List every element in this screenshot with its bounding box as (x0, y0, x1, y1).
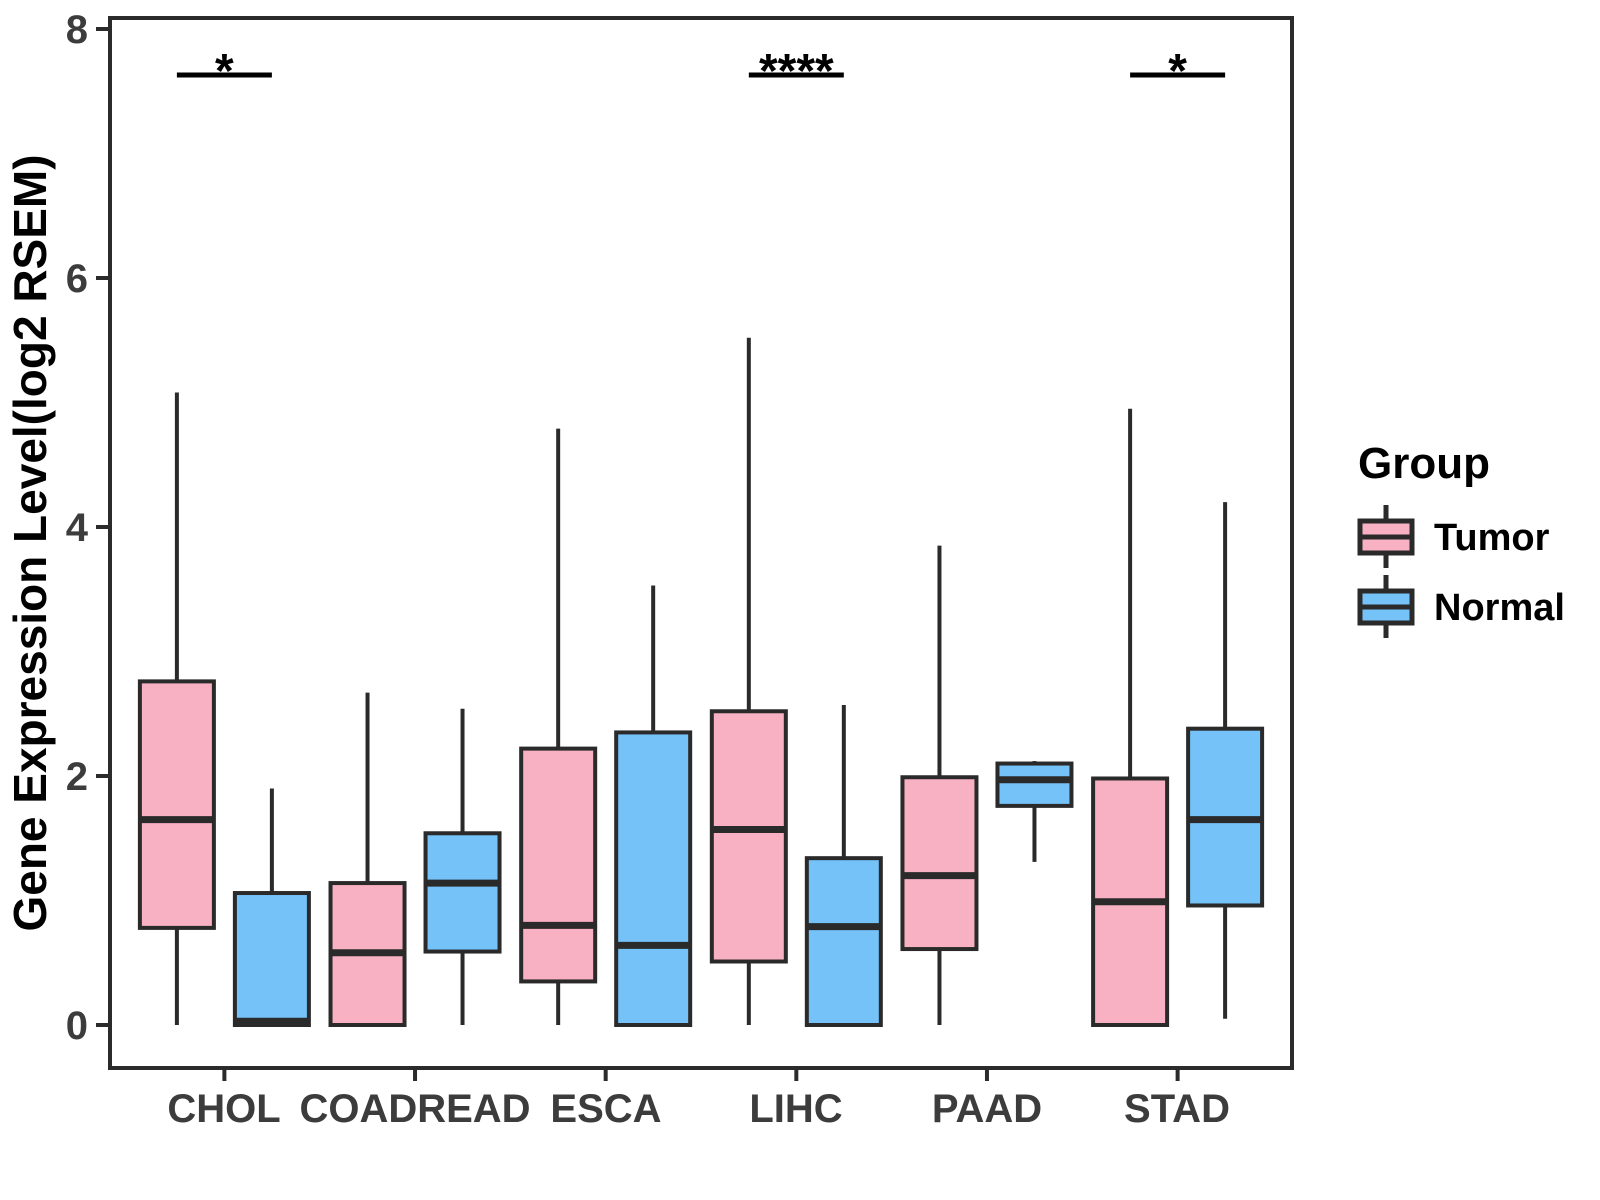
box-tumor-paad (900, 775, 979, 952)
y-tick-label-2: 2 (66, 755, 88, 799)
x-label-lihc: LIHC (749, 1087, 842, 1131)
box-tumor-lihc (709, 709, 788, 964)
x-label-esca: ESCA (550, 1087, 661, 1131)
box-normal-paad (995, 761, 1074, 808)
y-tick-label-0: 0 (66, 1004, 88, 1048)
box-tumor-chol (137, 679, 216, 930)
legend-key-tumor: Tumor (1357, 505, 1550, 568)
y-axis-title: Gene Expression Level(log2 RSEM) (4, 154, 56, 931)
y-tick-label-6: 6 (66, 257, 88, 301)
box-normal-esca (614, 730, 693, 1027)
x-label-chol: CHOL (167, 1087, 280, 1131)
significance-stars-chol: * (215, 45, 234, 98)
x-label-stad: STAD (1124, 1087, 1230, 1131)
legend-label-tumor: Tumor (1434, 517, 1550, 559)
y-tick-label-4: 4 (66, 506, 89, 550)
x-label-coadread: COADREAD (299, 1087, 530, 1131)
box-tumor-esca (519, 746, 598, 984)
legend-key-normal: Normal (1357, 575, 1565, 638)
significance-stars-stad: * (1168, 45, 1187, 98)
box-normal-lihc (804, 856, 883, 1027)
legend-title: Group (1358, 439, 1490, 488)
y-tick-label-8: 8 (66, 8, 88, 52)
box-normal-coadread (423, 831, 502, 954)
legend: Group Tumor Normal (1357, 439, 1565, 638)
chart-content: * **** * (96, 27, 1265, 1081)
legend-label-normal: Normal (1434, 587, 1565, 629)
significance-stars-lihc: **** (759, 45, 834, 98)
box-normal-chol (232, 891, 311, 1028)
x-label-paad: PAAD (932, 1087, 1042, 1131)
